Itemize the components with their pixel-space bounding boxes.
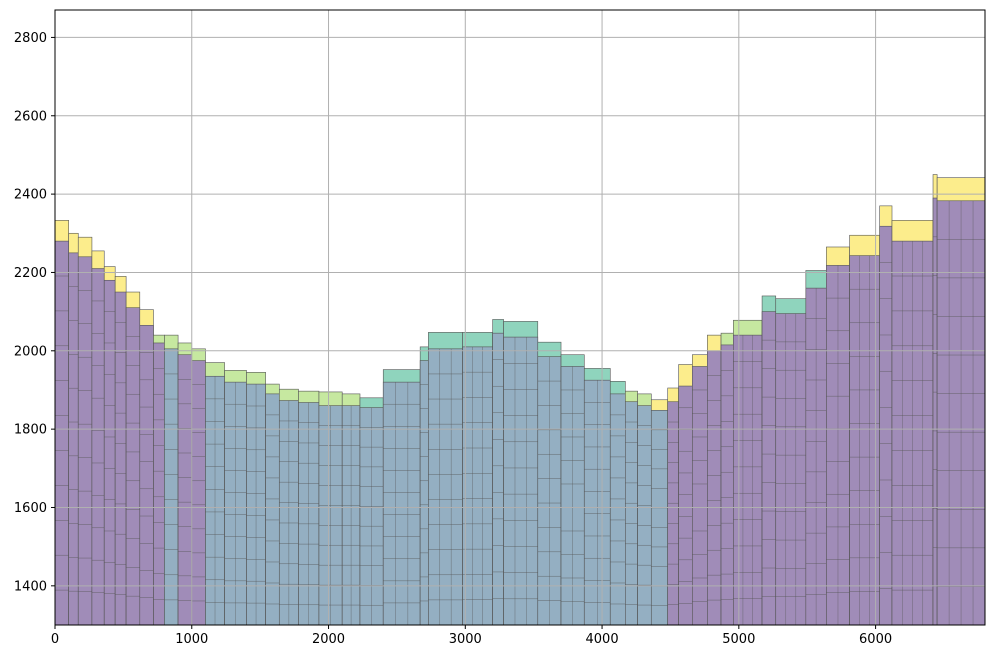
column-30 xyxy=(609,381,626,625)
base-body-bar xyxy=(879,225,893,625)
column-14 xyxy=(246,372,266,625)
column-8 xyxy=(153,334,165,625)
base-body-bar xyxy=(678,385,693,625)
base-body-bar xyxy=(625,401,638,625)
column-4 xyxy=(103,266,116,625)
plot-area: 0 1000 2000 3000 4000 5000 6000 1400 1600 1800 20… xyxy=(14,9,986,647)
column-47 xyxy=(932,174,938,625)
column-0 xyxy=(55,220,69,625)
base-body-bar xyxy=(503,336,539,625)
column-13 xyxy=(224,370,247,625)
base-body-bar xyxy=(77,256,93,625)
column-19 xyxy=(341,393,361,625)
column-31 xyxy=(625,390,638,625)
y-tick-label: 2000 xyxy=(14,344,47,359)
column-23 xyxy=(428,332,463,625)
column-40 xyxy=(761,295,777,625)
base-body-bar xyxy=(428,348,463,625)
base-body-bar xyxy=(707,350,722,625)
column-3 xyxy=(91,250,105,625)
column-42 xyxy=(805,270,827,625)
base-body-bar xyxy=(650,410,669,625)
base-body-bar xyxy=(492,332,504,625)
y-tick-label: 2600 xyxy=(14,109,47,124)
base-body-bar xyxy=(720,344,734,625)
y-axis-ticks: 1400 1600 1800 2000 2200 2400 2600 2800 xyxy=(14,31,55,594)
x-tick-label: 4000 xyxy=(586,632,619,647)
column-44 xyxy=(849,234,880,625)
column-34 xyxy=(667,387,679,625)
column-7 xyxy=(139,309,154,625)
column-21 xyxy=(382,369,421,625)
x-tick-label: 2000 xyxy=(312,632,345,647)
x-tick-label: 1000 xyxy=(175,632,208,647)
column-46 xyxy=(891,220,934,625)
base-body-bar xyxy=(637,405,652,625)
column-26 xyxy=(503,321,539,625)
column-27 xyxy=(537,341,562,625)
x-tick-label: 3000 xyxy=(449,632,482,647)
base-body-bar xyxy=(667,401,679,625)
column-25 xyxy=(492,319,504,625)
column-6 xyxy=(125,291,141,625)
x-tick-label: 5000 xyxy=(722,632,755,647)
base-body-bar xyxy=(761,311,777,625)
y-tick-label: 2200 xyxy=(14,266,47,281)
axes-frame xyxy=(54,9,986,626)
x-tick-label: 6000 xyxy=(859,632,892,647)
column-43 xyxy=(826,246,850,625)
y-tick-label: 1600 xyxy=(14,501,47,516)
base-body-bar xyxy=(153,342,165,625)
column-24 xyxy=(462,332,493,625)
base-body-bar xyxy=(68,252,79,625)
column-39 xyxy=(733,319,763,625)
column-20 xyxy=(359,397,384,625)
column-33 xyxy=(650,399,669,625)
base-body-bar xyxy=(103,279,116,625)
base-body-bar xyxy=(55,240,69,625)
column-10 xyxy=(177,342,193,625)
base-body-bar xyxy=(114,291,127,625)
base-body-bar xyxy=(932,197,938,625)
column-15 xyxy=(265,383,280,625)
base-body-bar xyxy=(462,346,493,625)
column-41 xyxy=(775,298,807,625)
column-9 xyxy=(164,334,179,625)
column-45 xyxy=(879,205,893,625)
column-12 xyxy=(205,362,225,625)
base-body-bar xyxy=(849,255,880,625)
column-22 xyxy=(419,346,429,625)
column-28 xyxy=(560,354,585,625)
base-body-bar xyxy=(91,268,105,625)
column-5 xyxy=(114,276,127,625)
base-body-bar xyxy=(164,348,179,625)
x-axis-ticks: 0 1000 2000 3000 4000 5000 6000 xyxy=(51,625,892,647)
column-48 xyxy=(936,177,985,625)
column-37 xyxy=(707,334,722,625)
column-36 xyxy=(692,354,708,625)
y-tick-label: 1800 xyxy=(14,423,47,438)
base-body-bar xyxy=(265,393,280,625)
x-tick-label: 0 xyxy=(51,632,59,647)
base-body-bar xyxy=(775,313,807,625)
base-body-bar xyxy=(733,334,763,625)
column-17 xyxy=(298,390,320,625)
base-body-bar xyxy=(382,381,421,625)
base-body-bar xyxy=(609,393,626,625)
base-body-bar xyxy=(177,354,193,625)
column-18 xyxy=(318,391,343,625)
y-tick-label: 2400 xyxy=(14,188,47,203)
column-29 xyxy=(583,368,611,625)
y-tick-label: 1400 xyxy=(14,579,47,594)
base-body-bar xyxy=(125,307,141,625)
y-tick-label: 2800 xyxy=(14,31,47,46)
column-32 xyxy=(637,393,652,625)
column-38 xyxy=(720,332,734,625)
column-11 xyxy=(191,348,206,625)
base-body-bar xyxy=(139,325,154,625)
column-2 xyxy=(77,236,93,625)
